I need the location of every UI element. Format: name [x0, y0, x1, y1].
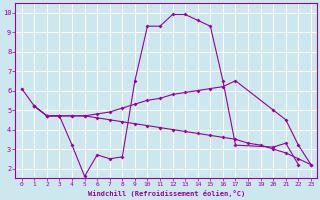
X-axis label: Windchill (Refroidissement éolien,°C): Windchill (Refroidissement éolien,°C) [88, 190, 245, 197]
